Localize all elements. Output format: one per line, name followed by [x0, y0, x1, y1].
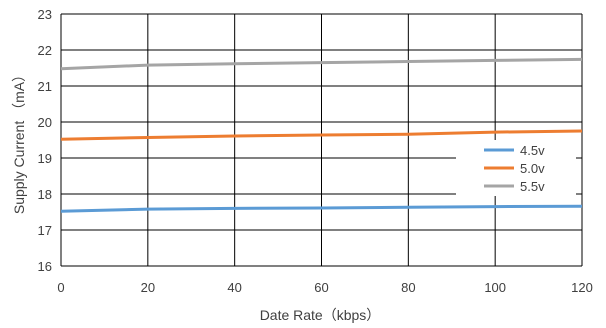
series-line-4.5v [60, 204, 583, 213]
legend-label-5.5v: 5.5v [520, 179, 545, 194]
legend-label-5.0v: 5.0v [520, 161, 545, 176]
series-line-5.0v [60, 129, 583, 141]
x-tick-label: 0 [57, 280, 64, 295]
x-axis-title: Date Rate（kbps） [260, 307, 381, 323]
x-axis-ticks: 0 20 40 60 80 100 120 [57, 280, 592, 295]
x-tick-label: 20 [141, 280, 155, 295]
series-lines [60, 57, 583, 213]
legend-background [456, 140, 576, 196]
y-tick-label: 22 [38, 43, 52, 58]
y-tick-label: 23 [38, 7, 52, 22]
y-tick-label: 21 [38, 79, 52, 94]
x-tick-label: 80 [401, 280, 415, 295]
y-tick-label: 17 [38, 223, 52, 238]
y-axis-title: Supply Current （mA） [11, 68, 27, 214]
y-tick-label: 20 [38, 115, 52, 130]
x-tick-label: 40 [227, 280, 241, 295]
y-tick-label: 19 [38, 151, 52, 166]
x-tick-label: 100 [484, 280, 506, 295]
legend: 4.5v 5.0v 5.5v [484, 143, 545, 194]
x-tick-label: 120 [571, 280, 593, 295]
y-tick-label: 16 [38, 259, 52, 274]
series-line-5.5v [60, 57, 583, 71]
y-axis-ticks: 16 17 18 19 20 21 22 23 [38, 7, 52, 274]
x-tick-label: 60 [314, 280, 328, 295]
legend-label-4.5v: 4.5v [520, 143, 545, 158]
y-tick-label: 18 [38, 187, 52, 202]
